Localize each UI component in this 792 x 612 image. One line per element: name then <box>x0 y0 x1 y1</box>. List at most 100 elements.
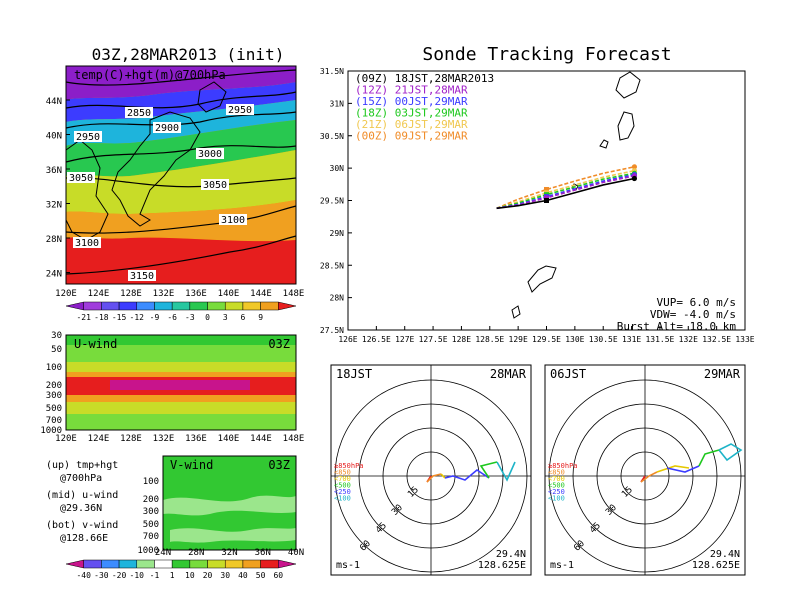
hodograph-segment <box>479 461 498 479</box>
x-tick-label: 130.5E <box>589 335 618 344</box>
x-tick-label: 128E <box>452 335 471 344</box>
colorbar-swatch <box>65 559 84 569</box>
contour-line <box>65 69 297 86</box>
map-lon-tick: 140E <box>218 289 240 299</box>
x-tick-label: 131.5E <box>645 335 674 344</box>
hodograph-segment <box>440 473 446 479</box>
polar-legend-entry: <250 <box>334 488 351 496</box>
colorbar-swatch <box>260 559 279 569</box>
contour-label-bg <box>226 104 254 115</box>
vwind-p-tick: 300 <box>143 507 159 517</box>
track-mid-marker <box>544 198 549 203</box>
vwind-panel: V-wind 03Z 100 200 300 500 700 1000 24N 28N 32N… <box>137 455 304 558</box>
x-tick-label: 133E <box>735 335 754 344</box>
island <box>527 265 557 293</box>
x-tick-label: 127E <box>395 335 414 344</box>
colorbar-label: -3 <box>185 313 195 322</box>
polar-unit: ms-1 <box>550 560 574 571</box>
colorbar-swatch <box>154 559 173 569</box>
colorbar-swatch <box>224 559 244 569</box>
y-tick-label: 27.5N <box>320 326 344 335</box>
vwind-lat-tick: 40N <box>288 548 304 558</box>
map-lon-tick: 132E <box>153 289 175 299</box>
polar-time: 18JST <box>336 367 372 381</box>
colorbar-swatch <box>189 559 208 569</box>
uwind-p-tick: 30 <box>51 331 62 341</box>
map-lat-tick: 44N <box>46 97 62 107</box>
y-tick-label: 28.5N <box>320 261 344 270</box>
map-frame <box>65 65 297 285</box>
contour-label: 2950 <box>76 132 100 143</box>
uwind-band <box>66 414 296 430</box>
polar-legend-entry: ≥850hPa <box>548 462 578 470</box>
uwind-band <box>66 345 296 367</box>
temp-band-orange <box>66 200 296 242</box>
legend-entry: (15Z) 00JST,29MAR <box>355 95 468 108</box>
uwind-lon-tick: 120E <box>55 434 77 444</box>
colorbar-label: 1 <box>170 571 175 580</box>
x-tick-label: 128.5E <box>475 335 504 344</box>
island <box>511 305 521 319</box>
polar-lat: 29.4N <box>496 549 526 560</box>
colorbar-label: -21 <box>76 313 91 322</box>
note-line: (mid) u-wind <box>46 490 118 501</box>
note-line: (bot) v-wind <box>46 520 118 531</box>
contour-label: 3150 <box>130 271 154 282</box>
contour-label-bg <box>125 107 153 118</box>
track-line <box>496 166 635 210</box>
contour-label-bg <box>67 172 95 183</box>
track-mid-marker <box>544 195 549 201</box>
vwind-lat-tick: 36N <box>255 548 271 558</box>
vwind-p-tick: 200 <box>143 495 159 505</box>
x-tick-label: 130E <box>565 335 584 344</box>
colorbar-swatch <box>83 559 102 569</box>
hodograph-segment <box>640 471 658 483</box>
uwind-p-tick: 200 <box>46 381 62 391</box>
colorbar-swatch <box>171 559 191 569</box>
map-lon-tick: 136E <box>185 289 207 299</box>
polar-time: 06JST <box>550 367 586 381</box>
colorbar-swatch <box>224 301 244 311</box>
hodograph-segment <box>444 469 490 481</box>
map-lon-tick: 128E <box>120 289 142 299</box>
polar-lon: 128.625E <box>692 560 740 571</box>
colorbar-label: -1 <box>150 571 160 580</box>
contour-label-bg <box>219 214 247 225</box>
contour-line <box>65 111 297 129</box>
colorbar-label: 50 <box>256 571 266 580</box>
polar-date: 28MAR <box>490 367 527 381</box>
uwind-lon-tick: 128E <box>120 434 142 444</box>
colorbar-swatch <box>101 559 120 569</box>
hodograph-segment <box>718 443 743 462</box>
param-vdw: VDW= -4.0 m/s <box>650 308 736 321</box>
y-tick-label: 28N <box>330 294 345 303</box>
uwind-lon-tick: 148E <box>283 434 305 444</box>
vwind-p-tick: 100 <box>143 477 159 487</box>
colorbar-label: -12 <box>130 313 145 322</box>
colorbar-label: 10 <box>185 571 195 580</box>
polar-unit: ms-1 <box>336 560 360 571</box>
track-line <box>496 177 635 210</box>
contour-label-bg <box>201 179 229 190</box>
polar-legend-entry: ≥850hPa <box>334 462 364 470</box>
uwind-p-tick: 100 <box>46 363 62 373</box>
note-line: @29.36N <box>60 503 102 514</box>
track-end-marker <box>631 164 638 170</box>
track-mid-marker <box>544 186 549 192</box>
colorbar-label: 6 <box>241 313 246 322</box>
colorbar-swatch <box>101 301 120 311</box>
map-lon-tick: 144E <box>250 289 272 299</box>
colorbar-label: -30 <box>94 571 109 580</box>
vwind-time: 03Z <box>268 458 290 472</box>
temp-band-blue <box>66 82 296 122</box>
uwind-p-tick: 700 <box>46 416 62 426</box>
track-end-marker <box>631 175 638 182</box>
uwind-lon-axis: 120E 124E 128E 132E 136E 140E 144E 148E <box>55 434 304 444</box>
param-vup: VUP= 6.0 m/s <box>657 296 736 309</box>
uwind-p-tick: 1000 <box>40 426 62 436</box>
contour-line <box>65 205 297 234</box>
